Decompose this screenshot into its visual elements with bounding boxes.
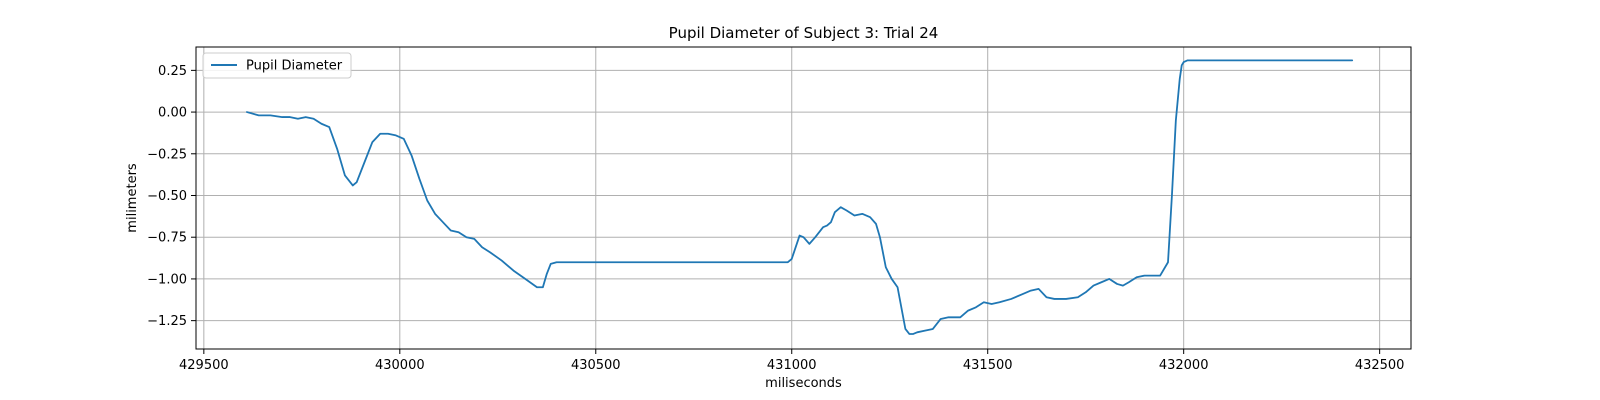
legend-box — [202, 52, 352, 79]
y-tick-label: −0.50 — [147, 189, 187, 204]
y-tick-label: −1.25 — [147, 314, 187, 329]
series-layer — [246, 59, 1354, 335]
x-tick-label: 431500 — [963, 358, 1013, 373]
y-axis: 0.25 0.00 −0.25 −0.50 −0.75 −1.00 −1.25 — [147, 64, 196, 329]
y-tick-label: −1.00 — [147, 272, 187, 287]
x-tick-label: 431000 — [767, 358, 817, 373]
y-tick-label: −0.75 — [147, 231, 187, 246]
grid-lines — [196, 47, 1411, 349]
series-line-pupil-diameter — [246, 59, 1354, 335]
x-tick-label: 430500 — [571, 358, 621, 373]
y-tick-label: −0.25 — [147, 147, 187, 162]
chart-title: Pupil Diameter of Subject 3: Trial 24 — [669, 24, 939, 42]
x-tick-label: 429500 — [179, 358, 229, 373]
x-axis: 429500 430000 430500 431000 431500 432000 4325… — [179, 349, 1404, 373]
legend-entry-label: Pupil Diameter — [246, 59, 343, 74]
y-tick-label: 0.25 — [158, 64, 187, 79]
x-tick-label: 430000 — [375, 358, 425, 373]
x-tick-label: 432000 — [1159, 358, 1209, 373]
x-tick-label: 432500 — [1355, 358, 1405, 373]
y-tick-label: 0.00 — [158, 106, 187, 121]
y-axis-title: milimeters — [125, 163, 140, 233]
plot-area-frame — [195, 46, 1412, 350]
x-axis-title: miliseconds — [765, 376, 842, 391]
legend: Pupil Diameter — [202, 52, 352, 79]
